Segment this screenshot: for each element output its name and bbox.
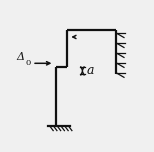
Text: Δ: Δ bbox=[16, 52, 24, 62]
Text: a: a bbox=[87, 64, 94, 77]
Text: 0: 0 bbox=[26, 59, 31, 67]
